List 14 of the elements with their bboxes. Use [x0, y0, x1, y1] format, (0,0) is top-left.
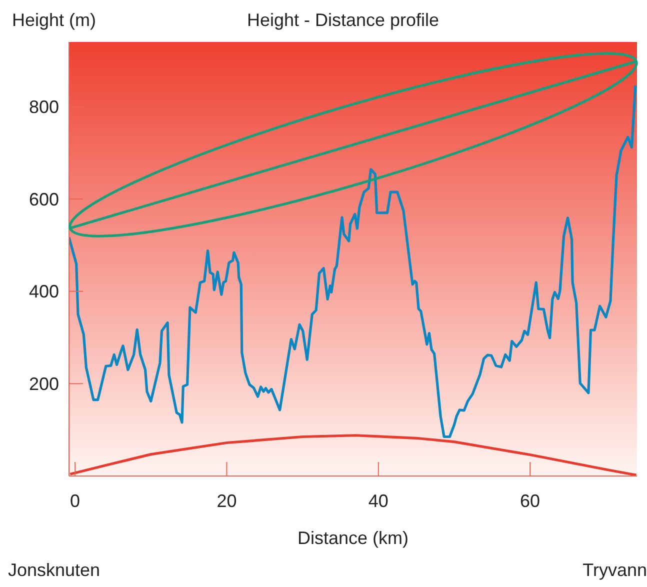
y-tick-label: 600	[28, 189, 59, 210]
x-axis-title: Distance (km)	[297, 528, 409, 548]
text: Tryvann	[582, 560, 647, 581]
line-series	[69, 84, 637, 438]
x-tick-label: 60	[520, 490, 540, 511]
x-tick-label: 20	[216, 490, 237, 511]
y-axis-title: Height (m)	[12, 10, 96, 31]
text: Jonsknuten	[8, 560, 100, 581]
x-tick-label: 0	[70, 490, 80, 511]
y-tick-label: 200	[28, 374, 59, 394]
y-tick-label: 400	[28, 282, 59, 302]
y-tick-label: 800	[28, 97, 59, 118]
x-tick-label: 40	[368, 490, 388, 511]
chart-title: Height - Distance profile	[246, 10, 440, 31]
